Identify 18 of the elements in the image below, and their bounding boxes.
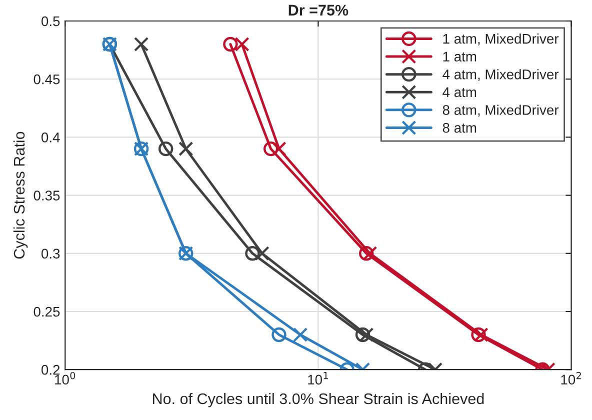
legend-label: 8 atm: [442, 122, 476, 133]
legend-label: 1 atm, MixedDriver: [443, 34, 559, 46]
chart-title: Dr =75%: [288, 4, 348, 16]
legend-label: 8 atm, MixedDriver: [442, 104, 559, 117]
legend-label: 4 atm: [442, 87, 476, 98]
legend-label: 1 atm: [443, 52, 476, 62]
y-tick-label: 0.5: [41, 16, 60, 26]
y-tick-label: 0.4: [41, 132, 60, 142]
x-axis-title: No. of Cycles until 3.0% Shear Strain is Achieved: [153, 392, 484, 408]
y-tick-label: 0.3: [41, 248, 60, 259]
y-tick-label: 0.25: [34, 306, 60, 317]
x-tick-label: 10$^{1}$: [308, 372, 328, 385]
x-tick-label: 10$^{2}$: [561, 372, 581, 385]
legend-label: 4 atm, MixedDriver: [442, 69, 559, 81]
y-tick-label: 0.2: [41, 364, 60, 375]
y-axis-title: Cyclic Stress Ratio: [13, 132, 28, 259]
y-tick-label: 0.35: [34, 190, 60, 200]
y-tick-label: 0.45: [34, 74, 60, 84]
